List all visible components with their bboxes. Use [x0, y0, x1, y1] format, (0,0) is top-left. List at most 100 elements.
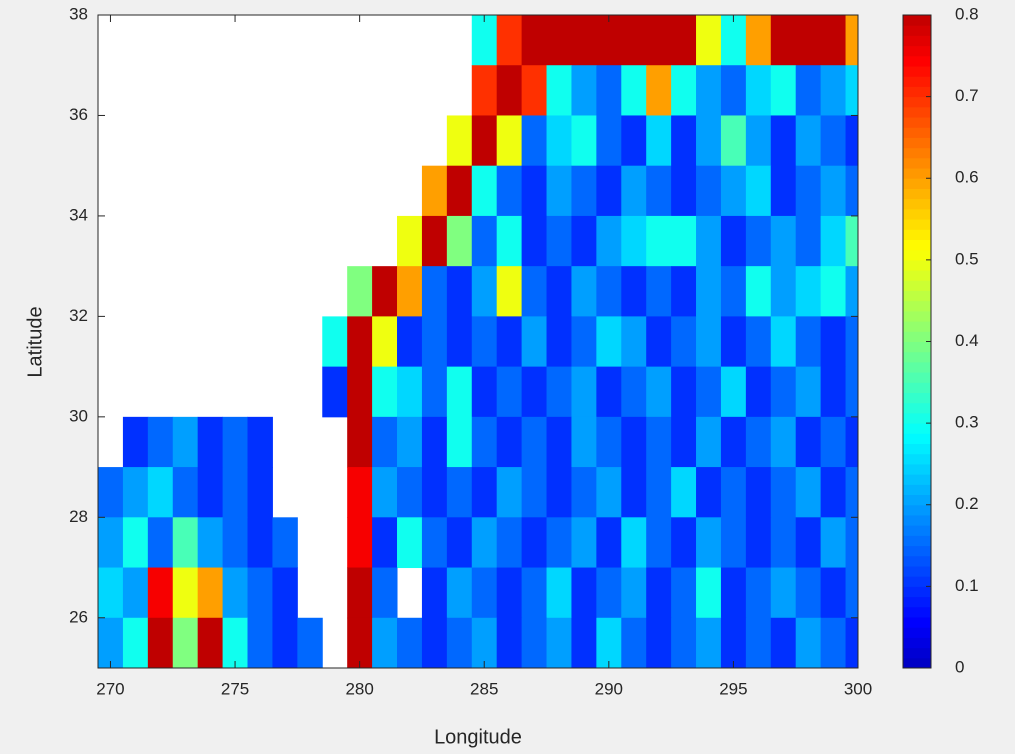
heat-cell — [671, 15, 697, 66]
heat-cell — [372, 617, 398, 669]
heat-cell — [671, 165, 697, 217]
heat-cell — [845, 165, 859, 217]
colorbar-swatch — [903, 219, 931, 230]
heat-cell — [421, 266, 448, 317]
heat-cell — [496, 517, 523, 569]
heat-cell — [297, 617, 323, 669]
heat-cell — [646, 416, 672, 468]
x-tick-label: 300 — [844, 679, 872, 698]
colorbar-swatch — [903, 412, 931, 424]
x-tick-label: 290 — [595, 679, 623, 698]
heat-cell — [421, 215, 448, 267]
heat-cell — [770, 115, 797, 167]
plot-frame — [97, 14, 859, 669]
colorbar-swatch — [903, 494, 931, 506]
heat-cell — [820, 467, 847, 518]
heat-cell — [845, 617, 859, 669]
heat-cell — [696, 215, 722, 267]
colorbar-swatch — [903, 45, 931, 57]
heat-cell — [446, 617, 473, 669]
colorbar-tick-label: 0.4 — [955, 331, 979, 350]
heat-cell — [770, 165, 797, 217]
heat-cell — [621, 266, 647, 317]
heat-cell — [546, 567, 572, 619]
heat-cell — [521, 266, 548, 317]
heat-cell — [197, 567, 224, 619]
heat-cell — [446, 165, 473, 217]
heat-cell — [397, 617, 423, 669]
heat-cell — [820, 215, 847, 267]
heat-cell — [98, 567, 124, 619]
heat-cell — [98, 617, 124, 669]
heat-cell — [446, 467, 473, 518]
colorbar-swatch — [903, 96, 931, 108]
heat-cell — [571, 517, 597, 569]
heat-cell — [795, 567, 822, 619]
heat-cell — [496, 15, 523, 66]
heat-cell — [397, 467, 423, 518]
x-axis-label: Longitude — [434, 726, 522, 748]
colorbar-swatch — [903, 565, 931, 577]
heat-cell — [696, 316, 722, 368]
heat-cell — [571, 316, 597, 368]
colorbar-swatch — [903, 392, 931, 404]
heat-cell — [471, 416, 498, 468]
heat-cell — [845, 416, 859, 468]
heat-cell — [671, 617, 697, 669]
heat-cell — [596, 416, 622, 468]
heat-cell — [696, 266, 722, 317]
heat-cell — [770, 567, 797, 619]
heat-cell — [247, 517, 273, 569]
colorbar-swatch — [903, 300, 931, 312]
heat-cell — [322, 366, 348, 418]
heat-cell — [546, 15, 572, 66]
heat-cell — [521, 366, 548, 418]
heat-cell — [820, 15, 847, 66]
heat-cell — [646, 517, 672, 569]
heat-cell — [347, 416, 373, 468]
heat-cell — [770, 416, 797, 468]
heat-cell — [421, 617, 448, 669]
heat-cell — [122, 517, 149, 569]
heat-cell — [546, 617, 572, 669]
heat-cell — [770, 316, 797, 368]
heat-cell — [446, 266, 473, 317]
heat-cell — [272, 517, 298, 569]
heat-cell — [122, 416, 149, 468]
heat-cell — [621, 165, 647, 217]
heat-cell — [770, 65, 797, 116]
heat-cell — [521, 416, 548, 468]
heat-cell — [671, 266, 697, 317]
heat-cell — [745, 266, 772, 317]
heat-cell — [521, 567, 548, 619]
heat-cell — [247, 567, 273, 619]
colorbar-tick-label: 0.1 — [955, 576, 979, 595]
y-tick-label: 36 — [69, 105, 88, 124]
colorbar-swatch — [903, 117, 931, 128]
heat-cell — [546, 467, 572, 518]
heat-cell — [621, 115, 647, 167]
heat-cell — [696, 467, 722, 518]
heat-cell — [770, 467, 797, 518]
heat-cell — [397, 416, 423, 468]
colorbar-swatch — [903, 657, 931, 669]
heat-cell — [446, 366, 473, 418]
heat-cell — [446, 115, 473, 167]
heat-cell — [671, 517, 697, 569]
heat-cell — [546, 366, 572, 418]
colorbar-swatch — [903, 25, 931, 36]
x-tick-label: 280 — [345, 679, 373, 698]
heat-cell — [745, 165, 772, 217]
colorbar-swatch — [903, 106, 931, 118]
colorbar-swatch — [903, 35, 931, 47]
colorbar-swatch — [903, 463, 931, 475]
heat-cell — [646, 215, 672, 267]
y-tick-label: 30 — [69, 406, 88, 425]
heat-cell — [745, 617, 772, 669]
heat-cell — [621, 467, 647, 518]
colorbar-swatch — [903, 331, 931, 342]
heat-cell — [820, 165, 847, 217]
heat-cell — [720, 65, 747, 116]
heat-cell — [696, 165, 722, 217]
colorbar-swatch — [903, 637, 931, 649]
